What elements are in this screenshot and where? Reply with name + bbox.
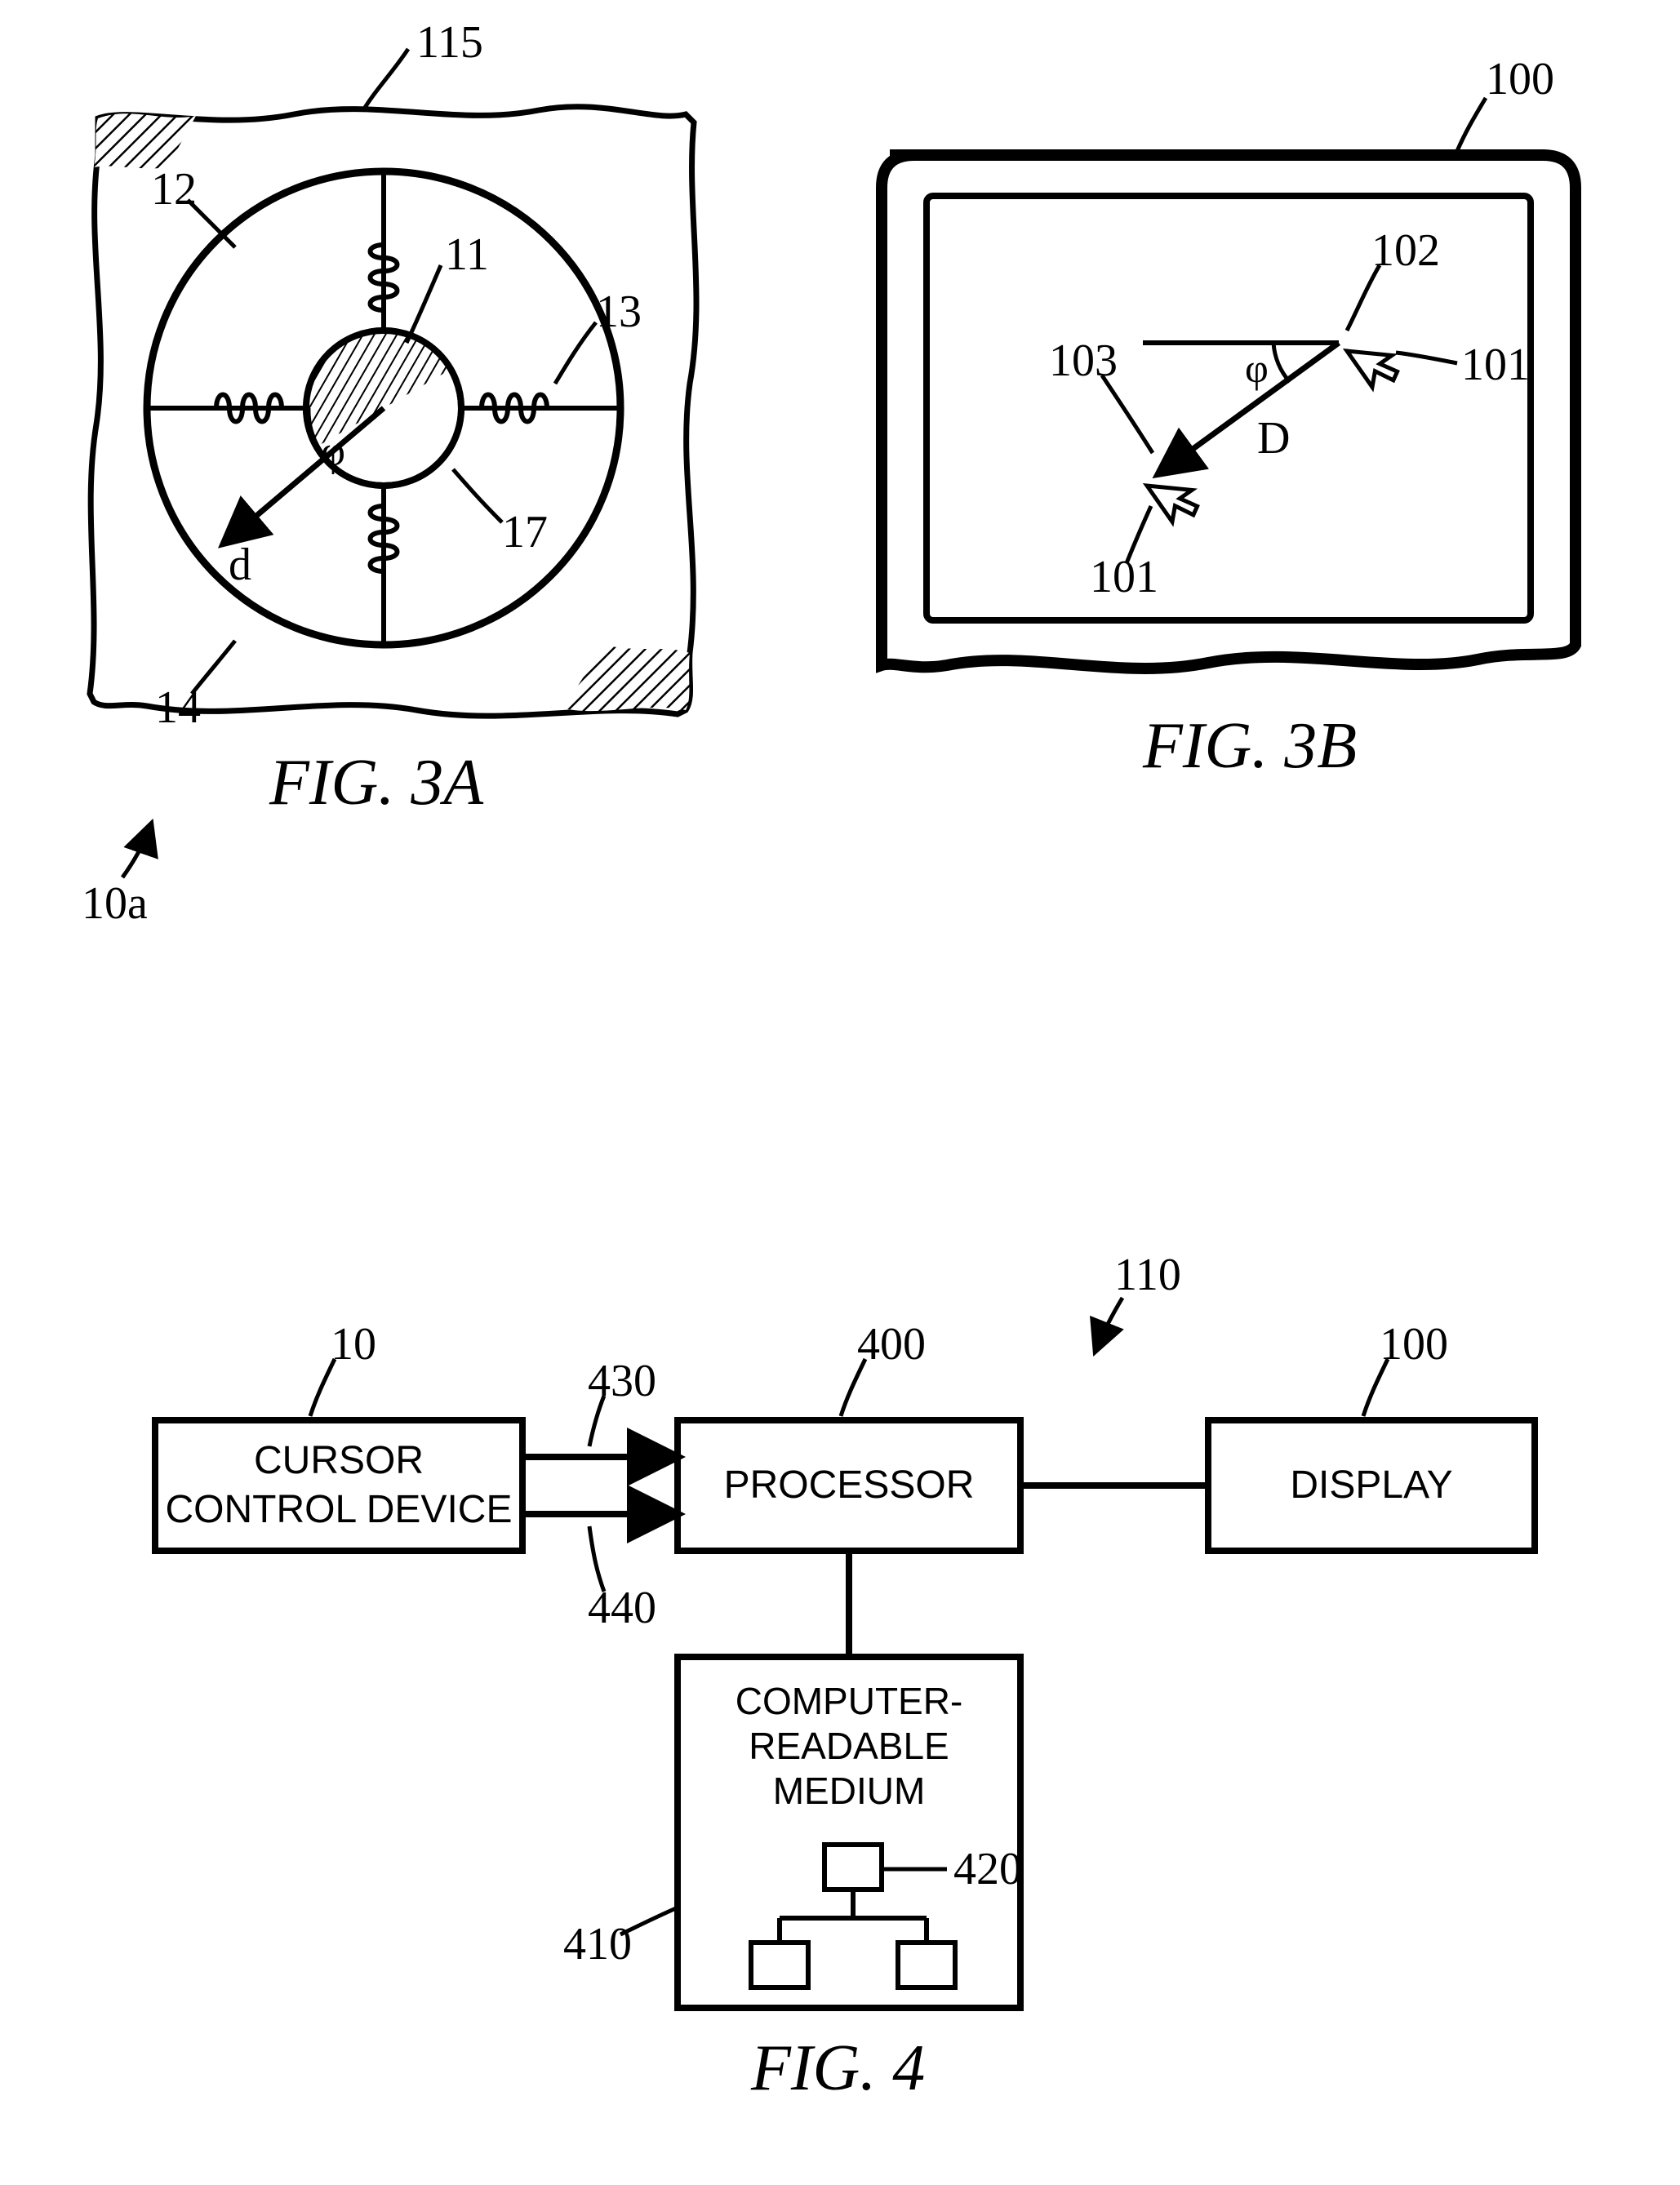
- block-cursor-line2: CONTROL DEVICE: [166, 1488, 513, 1531]
- block-medium-l2: READABLE: [749, 1725, 949, 1767]
- patent-figures: 115 12 11 13 17 14 φ d 10a FIG. 3A: [0, 0, 1680, 2185]
- label-110: 110: [1114, 1250, 1181, 1300]
- label-102: 102: [1371, 225, 1440, 276]
- block-cursor-line1: CURSOR: [254, 1439, 424, 1482]
- caption-4: FIG. 4: [750, 2032, 925, 2104]
- label-phi-3a: φ: [321, 429, 345, 475]
- block-processor-label: PROCESSOR: [724, 1463, 975, 1507]
- label-d: d: [229, 540, 251, 590]
- label-410: 410: [563, 1919, 632, 1970]
- fig-3b: 100 102 101 103 101 φ D FIG. 3B: [882, 54, 1576, 782]
- label-400: 400: [857, 1319, 926, 1370]
- label-103: 103: [1049, 335, 1118, 386]
- block-medium-l1: COMPUTER-: [736, 1680, 963, 1722]
- label-101b: 101: [1090, 552, 1158, 602]
- label-430: 430: [588, 1356, 656, 1406]
- label-17: 17: [502, 507, 548, 557]
- label-100-4: 100: [1380, 1319, 1448, 1370]
- label-D: D: [1257, 413, 1290, 464]
- label-13: 13: [596, 286, 642, 337]
- label-115: 115: [416, 17, 483, 68]
- label-12: 12: [151, 164, 197, 215]
- label-420: 420: [953, 1844, 1022, 1894]
- fig-3a: 115 12 11 13 17 14 φ d 10a FIG. 3A: [82, 17, 696, 929]
- label-101a: 101: [1461, 340, 1530, 390]
- label-10a: 10a: [82, 878, 148, 929]
- block-display-label: DISPLAY: [1290, 1463, 1452, 1507]
- fig-4: 110 CURSOR CONTROL DEVICE 10 PROCESSOR 4…: [155, 1250, 1535, 2104]
- label-14: 14: [155, 682, 201, 733]
- block-medium-l3: MEDIUM: [773, 1770, 926, 1812]
- label-phi-3b: φ: [1245, 345, 1269, 391]
- caption-3a: FIG. 3A: [269, 747, 484, 819]
- caption-3b: FIG. 3B: [1142, 710, 1357, 782]
- label-440: 440: [588, 1583, 656, 1633]
- screen: [927, 196, 1531, 620]
- label-100-3b: 100: [1486, 54, 1554, 104]
- label-10: 10: [331, 1319, 376, 1370]
- label-11: 11: [445, 229, 489, 280]
